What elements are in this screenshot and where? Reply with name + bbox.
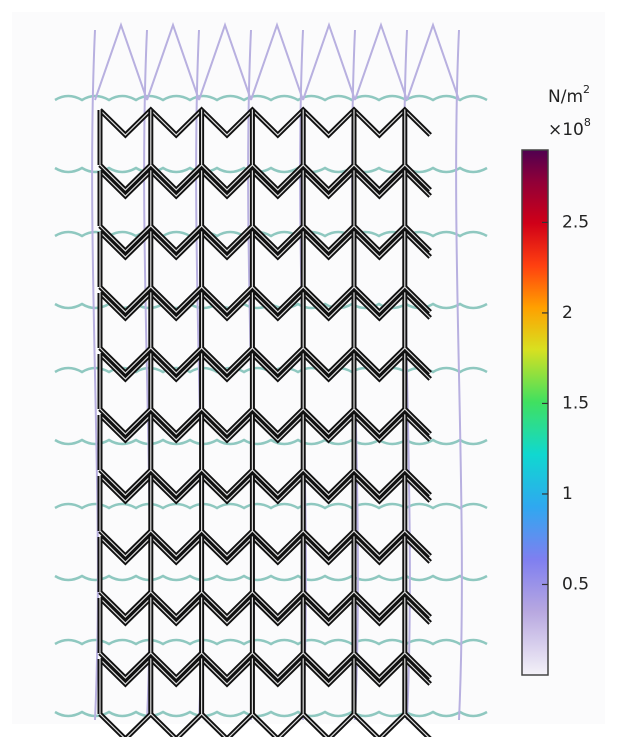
- page: N/m2 ×108 0.511.522.5 (() => { const dat…: [0, 0, 619, 737]
- colorbar-tick-label: 2: [562, 303, 573, 323]
- colorbar-tick-label: 0.5: [562, 574, 589, 594]
- stress-plot: N/m2 ×108 0.511.522.5: [0, 0, 619, 737]
- colorbar-tick-label: 2.5: [562, 212, 589, 232]
- colorbar-tick-label: 1.5: [562, 393, 589, 413]
- colorbar-tick-label: 1: [562, 484, 573, 504]
- colorbar: [522, 150, 548, 675]
